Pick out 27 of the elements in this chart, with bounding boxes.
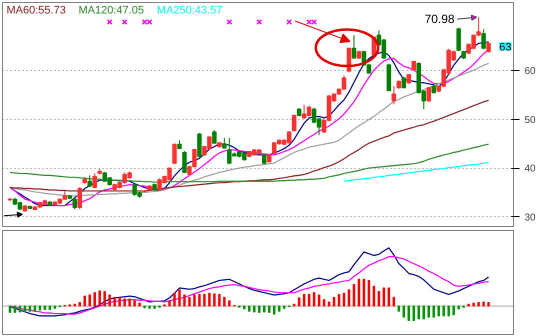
candlestick xyxy=(88,174,92,188)
candlestick xyxy=(406,74,412,84)
candlestick xyxy=(456,27,461,52)
candlestick xyxy=(426,86,431,102)
text: MA250:43.57 xyxy=(156,4,222,16)
annotation: 70.98 xyxy=(424,12,455,26)
candlestick xyxy=(172,143,177,165)
text: 63 xyxy=(499,41,512,54)
candlestick xyxy=(197,132,202,158)
candlestick xyxy=(486,40,491,54)
line-series xyxy=(9,100,490,192)
y-tick-label: 30 xyxy=(524,212,536,224)
candlestick xyxy=(92,172,97,190)
y-tick-label: 60 xyxy=(524,66,536,78)
candlestick xyxy=(352,34,356,60)
candlestick xyxy=(212,130,217,144)
candlestick xyxy=(392,86,396,105)
text: MA120:47.05 xyxy=(78,4,144,16)
y-tick-label: 40 xyxy=(524,164,536,175)
text: MA60:55.73 xyxy=(6,4,66,16)
candlestick xyxy=(78,186,82,210)
candlestick xyxy=(182,150,187,174)
candlestick xyxy=(292,114,296,132)
candlestick xyxy=(262,153,266,165)
candlestick xyxy=(481,28,486,50)
y-tick-label: 50 xyxy=(524,114,536,126)
line-series xyxy=(343,162,490,182)
